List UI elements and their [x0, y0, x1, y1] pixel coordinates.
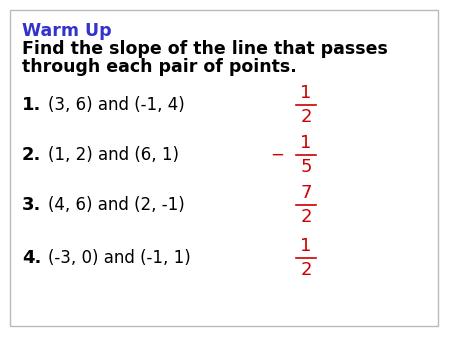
Text: (4, 6) and (2, -1): (4, 6) and (2, -1) — [48, 196, 185, 214]
Text: 1: 1 — [300, 84, 312, 102]
Text: 7: 7 — [300, 184, 312, 202]
Text: Find the slope of the line that passes: Find the slope of the line that passes — [22, 40, 388, 58]
Text: 2: 2 — [300, 108, 312, 126]
Text: 1.: 1. — [22, 96, 41, 114]
Text: −: − — [270, 146, 284, 164]
Text: Warm Up: Warm Up — [22, 22, 112, 40]
Text: 2: 2 — [300, 208, 312, 226]
Text: 1: 1 — [300, 237, 312, 255]
FancyBboxPatch shape — [10, 10, 438, 326]
Text: (3, 6) and (-1, 4): (3, 6) and (-1, 4) — [48, 96, 185, 114]
Text: 3.: 3. — [22, 196, 41, 214]
Text: 2: 2 — [300, 261, 312, 279]
Text: 4.: 4. — [22, 249, 41, 267]
Text: (-3, 0) and (-1, 1): (-3, 0) and (-1, 1) — [48, 249, 191, 267]
Text: through each pair of points.: through each pair of points. — [22, 58, 297, 76]
Text: 2.: 2. — [22, 146, 41, 164]
Text: 1: 1 — [300, 134, 312, 152]
Text: 5: 5 — [300, 158, 312, 176]
Text: (1, 2) and (6, 1): (1, 2) and (6, 1) — [48, 146, 179, 164]
